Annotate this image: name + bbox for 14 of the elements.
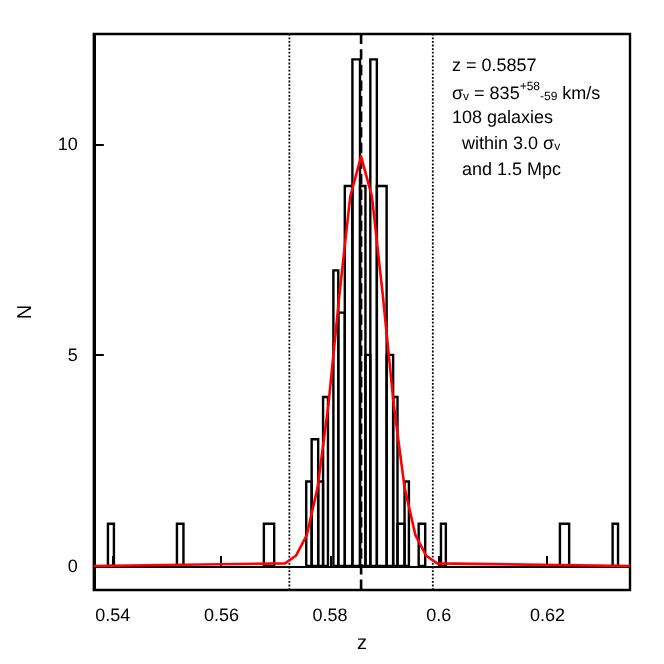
annotation: 108 galaxies [452,107,555,127]
x-tick-label: 0.58 [312,605,348,625]
annotation: and 1.5 Mpc [452,159,563,179]
x-tick-label: 0.62 [529,605,565,625]
x-tick-label: 0.6 [426,605,452,625]
x-tick-label: 0.56 [203,605,240,625]
x-tick-label: 0.54 [95,605,131,625]
line-series [92,155,632,568]
x-axis-title: z [356,633,367,655]
y-axis-title: N [15,304,37,320]
y-tick-label: 10 [57,133,78,154]
annotation: z = 0.5857 [452,55,537,75]
y-tick-label: 5 [67,344,78,365]
y-tick-label: 0 [67,555,78,576]
